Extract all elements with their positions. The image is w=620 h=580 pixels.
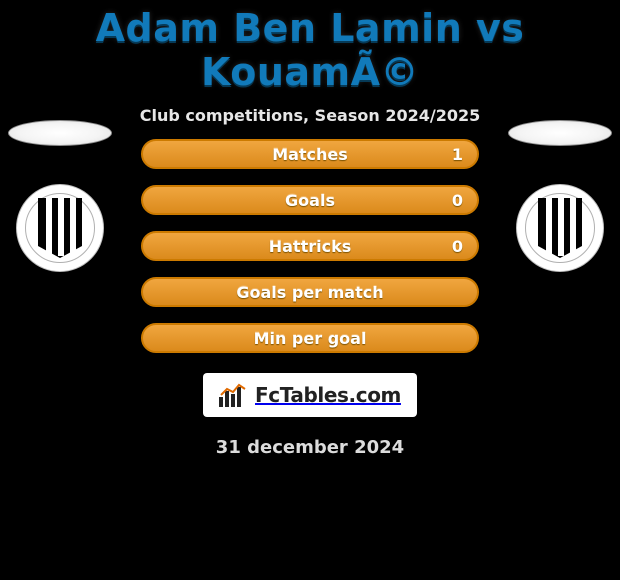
brand-bars-icon [219, 383, 249, 407]
stat-row-hattricks: Hattricks 0 [141, 231, 479, 261]
stat-label: Min per goal [143, 329, 477, 348]
stat-label: Matches [143, 145, 477, 164]
stat-value: 0 [452, 233, 463, 259]
stat-row-matches: Matches 1 [141, 139, 479, 169]
comparison-card: Adam Ben Lamin vs KouamÃ© Club competiti… [0, 0, 620, 580]
stat-row-goals: Goals 0 [141, 185, 479, 215]
player-avatar-left [8, 120, 112, 146]
brand-link[interactable]: FcTables.com [203, 373, 417, 417]
stat-label: Hattricks [143, 237, 477, 256]
footer-date: 31 december 2024 [0, 437, 620, 458]
club-badge-right [516, 184, 604, 272]
club-badge-left [16, 184, 104, 272]
brand-text: FcTables.com [255, 383, 401, 407]
stat-value: 1 [452, 141, 463, 167]
player-avatar-right [508, 120, 612, 146]
stat-value: 0 [452, 187, 463, 213]
right-column [508, 120, 612, 272]
club-shield-icon [538, 198, 582, 258]
left-column [8, 120, 112, 272]
stat-row-goals-per-match: Goals per match [141, 277, 479, 307]
stats-list: Matches 1 Goals 0 Hattricks 0 Goals per … [141, 139, 479, 353]
stat-label: Goals per match [143, 283, 477, 302]
page-title: Adam Ben Lamin vs KouamÃ© [0, 0, 620, 94]
stat-label: Goals [143, 191, 477, 210]
club-shield-icon [38, 198, 82, 258]
stat-row-min-per-goal: Min per goal [141, 323, 479, 353]
